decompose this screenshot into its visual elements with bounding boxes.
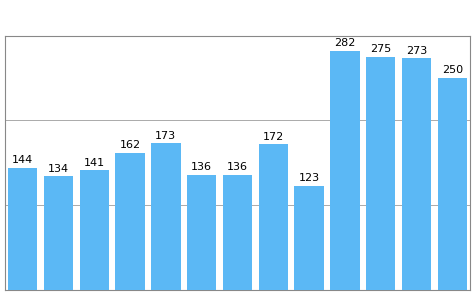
Text: 250: 250 bbox=[442, 65, 463, 75]
Bar bbox=[8, 168, 38, 290]
Bar bbox=[294, 186, 324, 290]
Text: 136: 136 bbox=[191, 162, 212, 172]
Text: 275: 275 bbox=[370, 44, 391, 54]
Text: 172: 172 bbox=[263, 132, 284, 141]
Text: 136: 136 bbox=[227, 162, 248, 172]
Bar bbox=[402, 58, 431, 290]
Text: 162: 162 bbox=[120, 140, 141, 150]
Text: 173: 173 bbox=[155, 131, 176, 141]
Text: 282: 282 bbox=[334, 38, 356, 48]
Text: 141: 141 bbox=[84, 158, 105, 168]
Bar bbox=[437, 78, 467, 290]
Bar bbox=[115, 153, 145, 290]
Bar bbox=[151, 143, 180, 290]
Bar bbox=[366, 57, 395, 290]
Bar bbox=[80, 170, 109, 290]
Bar bbox=[258, 144, 288, 290]
Text: 273: 273 bbox=[406, 46, 427, 56]
Bar bbox=[223, 175, 252, 290]
Bar bbox=[44, 176, 73, 290]
Text: 123: 123 bbox=[299, 173, 320, 183]
Bar bbox=[187, 175, 217, 290]
Bar bbox=[330, 51, 360, 290]
Text: 144: 144 bbox=[12, 155, 33, 165]
Text: 134: 134 bbox=[48, 164, 69, 174]
